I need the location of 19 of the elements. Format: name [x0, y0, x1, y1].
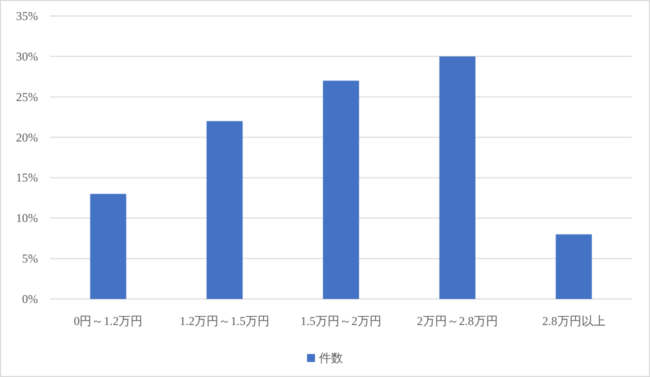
x-tick-label: 1.2万円～1.5万円: [180, 314, 270, 328]
bar: [322, 80, 360, 299]
x-tick-label: 2.8万円以上: [542, 314, 606, 328]
y-tick-label: 20%: [16, 130, 38, 144]
bar: [206, 121, 243, 299]
bar: [90, 194, 126, 299]
x-tick-label: 0円～1.2万円: [74, 314, 143, 328]
x-tick-label: 1.5万円～2万円: [300, 314, 382, 328]
y-tick-label: 15%: [16, 170, 38, 185]
bar: [439, 56, 476, 299]
y-tick-label: 10%: [16, 211, 38, 226]
y-tick-label: 25%: [16, 90, 38, 104]
y-tick-label: 35%: [16, 9, 38, 23]
x-tick-label: 2万円～2.8万円: [416, 314, 498, 328]
bar: [556, 234, 592, 299]
y-tick-label: 5%: [22, 252, 38, 266]
y-tick-label: 0%: [22, 292, 38, 306]
y-tick-label: 30%: [16, 49, 38, 64]
legend-label: 件数: [319, 351, 343, 365]
